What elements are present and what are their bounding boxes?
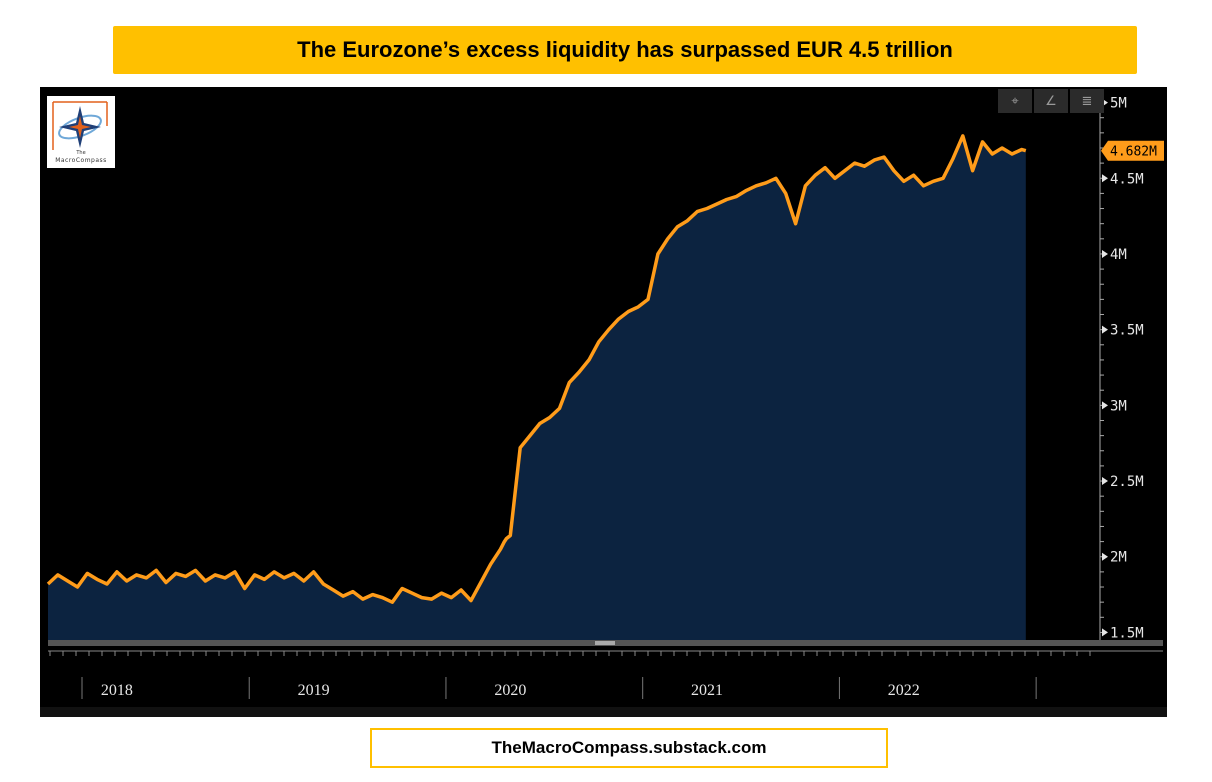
y-tick-marker xyxy=(1102,325,1108,334)
chart-svg: 2018 2019 2020 2021 2022 1.5M 2M 2.5M 3M 3.5M 4M 4.… xyxy=(40,95,1167,717)
compass-icon xyxy=(52,101,108,150)
y-tick-label: 5M xyxy=(1110,96,1127,112)
x-tick-label: 2018 xyxy=(101,682,133,699)
y-tick-marker xyxy=(1102,249,1108,258)
menu-button[interactable]: ≣ xyxy=(1070,89,1104,113)
last-value-tag xyxy=(1101,140,1164,161)
y-tick-label: 1.5M xyxy=(1110,625,1144,641)
y-tick-label: 2.5M xyxy=(1110,474,1144,490)
y-tick-label: 4M xyxy=(1110,247,1127,263)
footer-box: TheMacroCompass.substack.com xyxy=(370,728,888,768)
y-tick-label: 2M xyxy=(1110,550,1127,566)
y-tick-label: 4.5M xyxy=(1110,171,1144,187)
chart-toolbar: ⌖ ∠ ≣ xyxy=(998,89,1106,115)
logo-name: MacroCompass xyxy=(55,157,107,164)
y-tick-marker xyxy=(1102,401,1108,410)
x-tick-label: 2019 xyxy=(298,682,330,699)
area-fill xyxy=(48,135,1026,640)
crosshair-button[interactable]: ⌖ xyxy=(998,89,1032,113)
x-tick-label: 2020 xyxy=(494,682,526,699)
x-tick-label: 2022 xyxy=(888,682,920,699)
y-tick-label: 3.5M xyxy=(1110,323,1144,339)
title-banner: The Eurozone’s excess liquidity has surp… xyxy=(113,26,1137,74)
chart-title: The Eurozone’s excess liquidity has surp… xyxy=(297,37,953,62)
chart-panel: 2018 2019 2020 2021 2022 1.5M 2M 2.5M 3M 3.5M 4M 4.… xyxy=(40,87,1167,717)
menu-icon: ≣ xyxy=(1081,93,1093,109)
series-line xyxy=(46,134,1027,604)
y-tick-marker xyxy=(1102,552,1108,561)
x-tick-label: 2021 xyxy=(691,682,723,699)
chart-bottom-band xyxy=(40,707,1167,717)
draw-line-icon: ∠ xyxy=(1045,93,1057,109)
y-tick-marker xyxy=(1102,174,1108,183)
draw-line-button[interactable]: ∠ xyxy=(1034,89,1068,113)
logo: The MacroCompass xyxy=(47,96,115,168)
scrollbar-handle xyxy=(595,641,615,645)
footer-text: TheMacroCompass.substack.com xyxy=(491,738,767,757)
last-value-label: 4.682M xyxy=(1110,145,1157,160)
y-tick-marker xyxy=(1102,477,1108,486)
crosshair-icon: ⌖ xyxy=(1011,93,1019,109)
y-tick-marker xyxy=(1102,628,1108,637)
logo-top-text: The xyxy=(76,150,86,156)
y-tick-label: 3M xyxy=(1110,398,1127,414)
